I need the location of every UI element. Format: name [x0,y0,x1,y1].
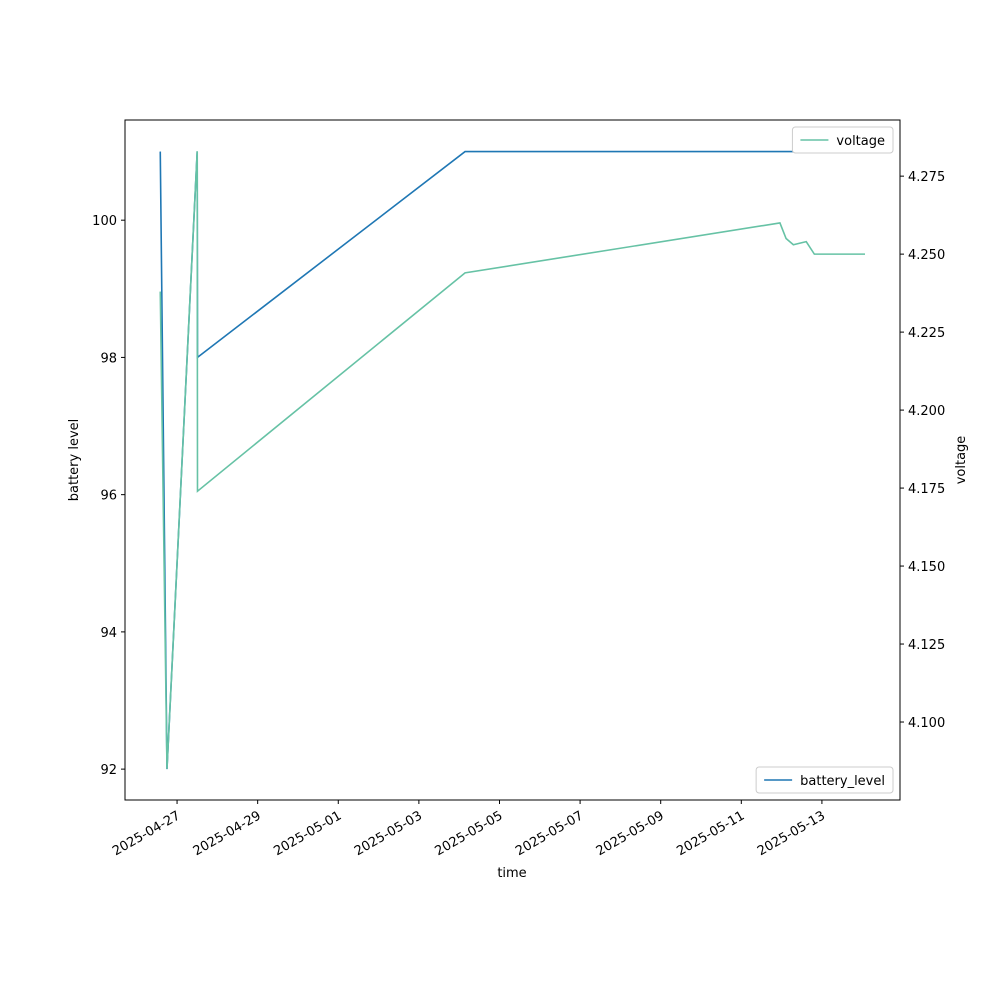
x-tick-label: 2025-05-07 [513,808,586,859]
x-tick-label: 2025-04-29 [191,808,264,859]
y2-tick-label: 4.100 [908,716,945,731]
x-tick-label: 2025-05-01 [271,808,344,859]
x-tick-label: 2025-05-09 [594,808,667,859]
legend-box [755,766,894,794]
y2-tick-label: 4.200 [908,404,945,419]
line [159,151,866,769]
x-tick-label: 2025-05-03 [352,808,425,859]
y2-tick-label: 4.150 [908,560,945,575]
y-tick-label: 98 [100,351,117,366]
legend-label: battery_level [800,774,885,789]
legend-box [791,126,894,154]
plot-frame [124,119,901,801]
y2-tick-label: 4.175 [908,482,945,497]
legend-label: voltage [836,134,885,149]
y-axis-label: battery level [67,419,82,502]
line [159,150,866,770]
legend: voltage [791,126,894,154]
y-tick-label: 96 [100,489,117,504]
legend: battery_level [755,766,894,794]
x-tick-label: 2025-04-27 [110,808,183,859]
x-tick-label: 2025-05-05 [433,808,506,859]
x-axis-label: time [497,866,526,881]
y2-tick-label: 4.125 [908,638,945,653]
x-tick-label: 2025-05-11 [674,808,747,859]
y-tick-label: 92 [100,763,117,778]
y2-axis-label: voltage [954,436,969,485]
y2-tick-label: 4.225 [908,326,945,341]
y2-tick-label: 4.250 [908,248,945,263]
x-tick-label: 2025-05-13 [755,808,828,859]
y-tick-label: 94 [100,626,117,641]
y2-tick-label: 4.275 [908,170,945,185]
y-tick-label: 100 [92,214,117,229]
